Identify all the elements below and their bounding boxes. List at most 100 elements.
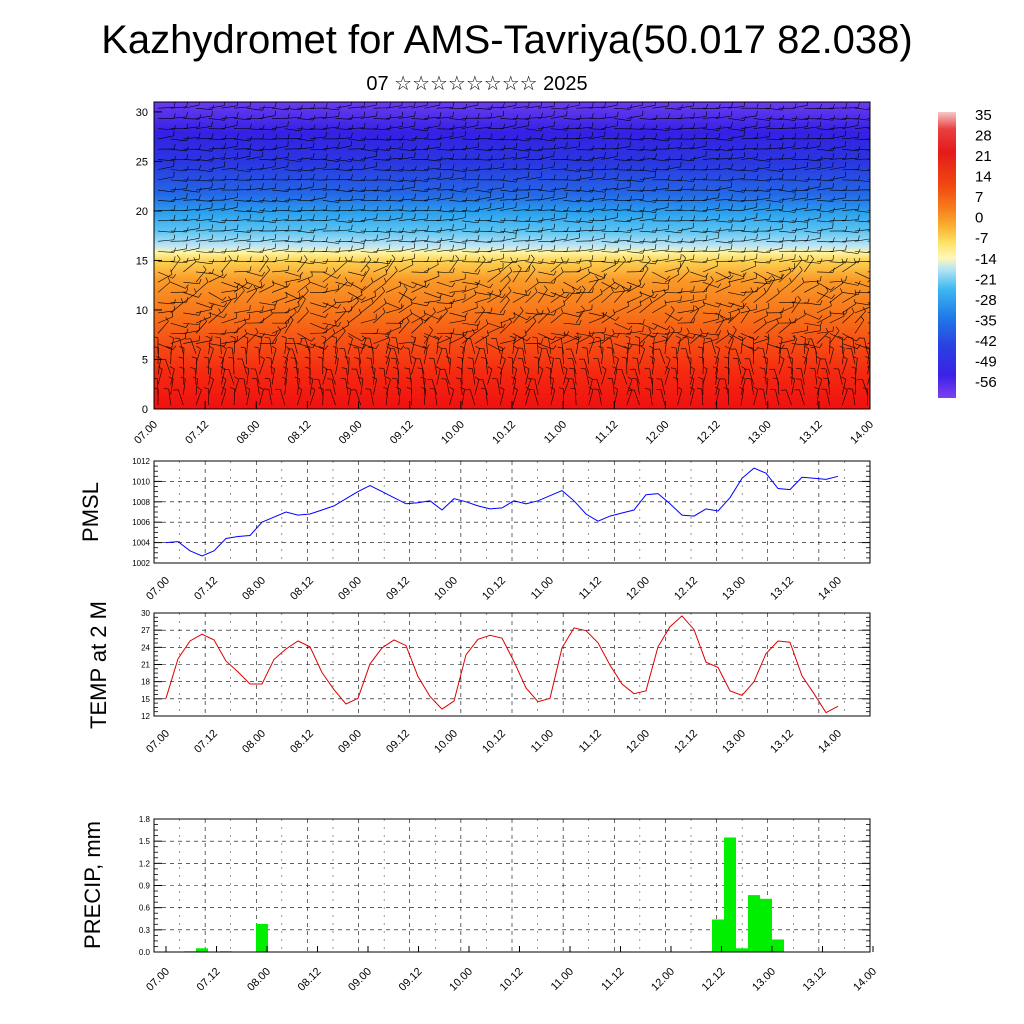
- wind-barb-shaft: [196, 137, 213, 140]
- wind-barb-shaft: [715, 358, 719, 375]
- wind-barb-shaft: [753, 323, 767, 334]
- wind-barb-shaft: [297, 178, 314, 181]
- precip-y-ticks: 0.00.30.60.91.21.51.8: [139, 815, 870, 957]
- wind-barb-shaft: [322, 168, 339, 170]
- wind-barb-shaft: [626, 148, 643, 151]
- wind-barb-flag: [490, 226, 493, 232]
- wind-barb-shaft: [436, 228, 453, 232]
- wind-barb-flag: [350, 156, 354, 162]
- wind-barb-flag: [693, 305, 695, 311]
- pmsl-y-tick-label: 1008: [132, 498, 150, 507]
- wind-barb-shaft: [157, 271, 173, 279]
- temp-x-tick-label: 07.12: [192, 728, 220, 756]
- wind-barb-flag: [604, 215, 607, 221]
- wind-barb-shaft: [269, 337, 273, 354]
- wind-barb-flag: [244, 366, 249, 369]
- wind-barb-shaft: [588, 338, 595, 354]
- wind-barb-flag: [541, 227, 544, 233]
- wind-barb-flag: [750, 287, 754, 293]
- wind-barb-flag: [510, 257, 513, 263]
- wind-barb-shaft: [170, 169, 187, 171]
- wind-barb-flag: [211, 268, 215, 274]
- wind-barb-shaft: [854, 179, 870, 183]
- wind-barb-shaft: [538, 271, 554, 276]
- wind-barb-shaft: [690, 155, 706, 160]
- wind-barb-shaft: [842, 148, 859, 152]
- wind-barb-flag: [566, 246, 569, 252]
- wind-barb-flag: [642, 177, 645, 182]
- wind-barb-flag: [515, 245, 518, 251]
- wind-barb-flag: [705, 275, 708, 281]
- wind-barb-flag: [237, 112, 239, 118]
- wind-barb-flag: [655, 114, 658, 120]
- wind-barb-shaft: [791, 302, 808, 304]
- wind-barb-flag: [737, 307, 741, 313]
- wind-barb-flag: [379, 367, 385, 369]
- section-y-tick-label: 0: [142, 404, 148, 416]
- wind-barb-flag: [499, 289, 502, 295]
- colorbar-label: 35: [975, 107, 992, 124]
- wind-barb-flag: [502, 243, 505, 249]
- wind-barb-shaft: [537, 348, 543, 365]
- wind-barb-flag: [577, 285, 582, 290]
- wind-barb-shaft: [588, 249, 605, 252]
- wind-barb-flag: [236, 152, 239, 158]
- wind-barb-flag: [389, 135, 392, 141]
- wind-barb-flag: [807, 235, 809, 241]
- wind-barb-shaft: [854, 229, 870, 232]
- wind-barb-shaft: [183, 199, 200, 201]
- wind-barb-flag: [871, 145, 873, 150]
- wind-barb-shaft: [829, 207, 846, 211]
- wind-barb-flag: [693, 142, 695, 148]
- wind-barb-flag: [640, 291, 642, 297]
- wind-barb-flag: [452, 268, 455, 273]
- wind-barb-shaft: [842, 219, 859, 222]
- wind-barb-shaft: [487, 167, 504, 170]
- wind-barb-flag: [452, 255, 454, 261]
- wind-barb-flag: [788, 318, 792, 324]
- wind-barb-shaft: [550, 138, 567, 140]
- wind-barb-flag: [452, 192, 454, 198]
- section-x-tick-label: 09.12: [388, 419, 416, 447]
- wind-barb-flag: [490, 187, 493, 193]
- wind-barb-shaft: [487, 272, 501, 283]
- wind-barb-flag: [351, 255, 353, 261]
- wind-barb-shaft: [449, 333, 466, 336]
- wind-barb-flag: [832, 326, 834, 332]
- wind-barb-shaft: [854, 302, 870, 306]
- wind-barb-shaft: [499, 290, 512, 303]
- wind-barb-flag: [743, 205, 746, 211]
- wind-barb-shaft: [804, 343, 820, 349]
- wind-barb-shaft: [652, 259, 669, 263]
- wind-barb-flag: [696, 387, 702, 390]
- wind-barb-flag: [224, 152, 226, 158]
- wind-barb-shaft: [689, 389, 695, 406]
- wind-barb-shaft: [715, 368, 718, 385]
- wind-barb-shaft: [690, 178, 707, 181]
- wind-barb-shaft: [626, 305, 642, 314]
- wind-barb-shaft: [715, 334, 730, 344]
- wind-barb-flag: [406, 387, 412, 390]
- wind-barb-shaft: [612, 378, 615, 395]
- wind-barb-shaft: [766, 343, 782, 350]
- wind-barb-shaft: [221, 389, 227, 406]
- wind-barb-shaft: [259, 220, 276, 223]
- wind-barb-shaft: [499, 368, 503, 385]
- wind-barb-flag: [262, 305, 264, 311]
- wind-barb-shaft: [318, 379, 324, 395]
- wind-barb-flag: [269, 366, 275, 370]
- wind-barb-shaft: [221, 379, 227, 395]
- wind-barb-flag: [211, 234, 214, 240]
- precip-y-tick-label: 0.6: [139, 904, 151, 913]
- wind-barb-shaft: [740, 250, 757, 252]
- wind-barb-flag: [439, 183, 442, 189]
- wind-barb-shaft: [664, 179, 681, 181]
- wind-barb-flag: [427, 205, 430, 211]
- wind-barb-shaft: [563, 118, 580, 120]
- colorbar-label: -35: [975, 312, 997, 329]
- wind-barb-flag: [426, 344, 430, 349]
- wind-barb-shaft: [355, 389, 362, 406]
- wind-barb-shaft: [626, 179, 643, 183]
- wind-barb-shaft: [386, 217, 402, 222]
- wind-barb-shaft: [423, 378, 426, 395]
